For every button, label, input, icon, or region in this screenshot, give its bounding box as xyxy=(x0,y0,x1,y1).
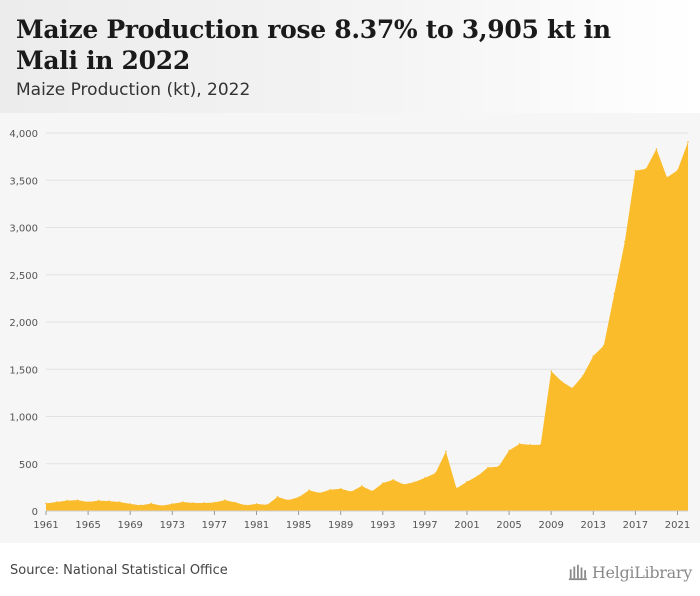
data-point xyxy=(129,503,131,505)
data-point xyxy=(55,501,58,503)
data-point xyxy=(424,477,426,479)
y-tick-label: 3,500 xyxy=(9,176,38,187)
data-point xyxy=(308,489,310,492)
data-point xyxy=(150,502,153,505)
y-tick-label: 0 xyxy=(32,507,38,518)
chart-subtitle: Maize Production (kt), 2022 xyxy=(16,80,251,100)
data-point xyxy=(634,170,637,172)
data-point xyxy=(76,499,79,501)
x-tick-label: 2013 xyxy=(581,520,606,531)
data-point xyxy=(234,501,237,504)
data-point xyxy=(160,505,163,507)
data-point xyxy=(550,370,552,372)
data-point xyxy=(613,292,616,295)
data-point xyxy=(171,503,174,505)
data-point xyxy=(413,481,416,483)
helgilibrary-logo[interactable]: HelgiLibrary xyxy=(568,560,692,584)
x-tick-label: 1989 xyxy=(328,520,353,531)
library-building-icon xyxy=(568,564,587,581)
x-tick-label: 2009 xyxy=(538,520,563,531)
data-point xyxy=(455,487,458,490)
data-point xyxy=(287,499,289,501)
data-point xyxy=(466,480,468,483)
y-tick-label: 1,000 xyxy=(9,413,38,424)
data-point xyxy=(108,500,110,502)
x-tick-label: 1961 xyxy=(33,520,58,531)
data-point xyxy=(508,449,510,452)
data-point xyxy=(487,466,489,469)
data-point xyxy=(245,504,247,507)
data-point xyxy=(571,387,574,389)
data-point xyxy=(276,496,279,498)
data-point xyxy=(592,355,595,357)
x-tick-label: 1969 xyxy=(117,520,142,531)
data-point xyxy=(87,501,89,503)
data-point xyxy=(581,375,584,377)
data-point xyxy=(266,504,268,506)
data-point xyxy=(350,490,353,493)
data-point xyxy=(339,487,342,490)
data-point xyxy=(518,443,521,445)
area-chart: 0 500 1,000 1,500 2,000 2,500 3,000 3,500 4,000 1… xyxy=(9,129,690,531)
data-point xyxy=(676,169,679,172)
data-point xyxy=(434,472,437,475)
data-point xyxy=(255,503,258,505)
data-point xyxy=(97,499,100,502)
y-tick-label: 4,000 xyxy=(9,129,38,140)
y-tick-label: 1,500 xyxy=(9,365,38,376)
x-tick-label: 2005 xyxy=(496,520,521,531)
y-tick-label: 3,000 xyxy=(9,224,38,235)
data-point xyxy=(182,501,184,503)
data-point xyxy=(529,444,531,446)
data-point xyxy=(192,502,195,504)
data-point xyxy=(297,496,300,499)
data-point xyxy=(497,465,500,468)
x-tick-label: 1973 xyxy=(160,520,185,531)
data-point xyxy=(360,485,363,487)
x-tick-label: 1965 xyxy=(75,520,100,531)
x-tick-label: 1977 xyxy=(202,520,227,531)
data-point xyxy=(666,176,668,179)
x-tick-label: 2001 xyxy=(454,520,479,531)
y-tick-label: 500 xyxy=(19,460,38,471)
data-point xyxy=(392,479,395,481)
data-point xyxy=(624,240,626,243)
data-point xyxy=(445,450,447,453)
data-point xyxy=(45,502,47,505)
data-point xyxy=(66,499,68,502)
x-tick-label: 1981 xyxy=(244,520,269,531)
data-point xyxy=(655,148,658,150)
x-tick-label: 1985 xyxy=(286,520,311,531)
y-tick-label: 2,500 xyxy=(9,271,38,282)
chart-panel: 0 500 1,000 1,500 2,000 2,500 3,000 3,500 4,000 1… xyxy=(0,113,700,543)
data-point xyxy=(329,488,331,491)
page-title: Maize Production rose 8.37% to 3,905 kt … xyxy=(16,15,611,75)
data-point xyxy=(687,141,689,143)
x-tick-label: 2017 xyxy=(623,520,648,531)
data-point xyxy=(318,492,321,494)
data-point xyxy=(139,504,142,507)
data-point xyxy=(645,168,647,170)
data-point xyxy=(381,482,384,484)
data-point xyxy=(224,499,226,501)
y-tick-label: 2,000 xyxy=(9,318,38,329)
source-note: Source: National Statistical Office xyxy=(10,563,228,578)
x-tick-label: 1997 xyxy=(412,520,437,531)
logo-text: HelgiLibrary xyxy=(591,562,692,582)
data-point xyxy=(213,501,216,504)
data-point xyxy=(403,483,405,486)
header-banner: Maize Production rose 8.37% to 3,905 kt … xyxy=(0,0,700,113)
data-point xyxy=(476,475,479,477)
x-tick-label: 1993 xyxy=(370,520,395,531)
data-point xyxy=(560,380,563,383)
area-series-fill xyxy=(46,141,688,512)
data-point xyxy=(603,344,605,347)
data-point xyxy=(203,502,205,504)
data-point xyxy=(539,444,542,446)
x-tick-label: 2021 xyxy=(665,520,690,531)
data-point xyxy=(371,490,374,492)
data-point xyxy=(118,501,121,503)
